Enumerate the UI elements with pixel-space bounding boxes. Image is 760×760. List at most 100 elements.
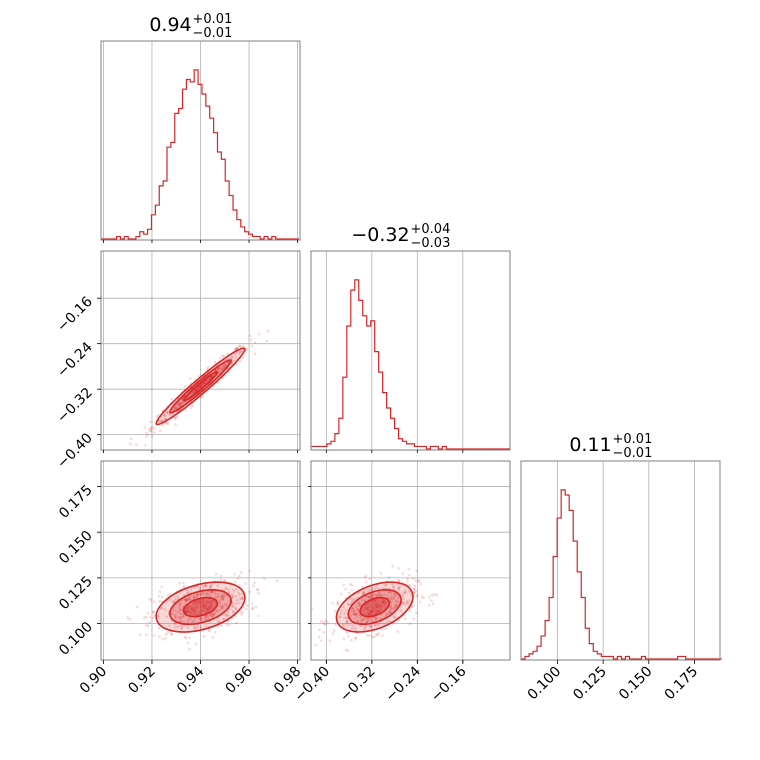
sample-point [223, 579, 227, 583]
sample-point [221, 605, 224, 609]
sample-point [198, 586, 201, 590]
sample-point [228, 599, 231, 603]
sample-point [392, 615, 395, 619]
sample-point [149, 429, 152, 433]
sample-point [339, 612, 343, 616]
sample-point [165, 411, 169, 415]
sample-point [184, 598, 188, 602]
sample-point [356, 607, 360, 611]
sample-point [342, 616, 346, 620]
sample-point [207, 628, 211, 631]
sample-point [188, 611, 192, 614]
sample-point [197, 610, 201, 614]
sample-point [160, 606, 163, 610]
sample-point [361, 618, 365, 622]
sample-point [411, 604, 414, 607]
sample-point [250, 344, 254, 348]
sample-point [396, 630, 400, 633]
panel-0-2-content [126, 569, 279, 660]
sample-point [197, 386, 201, 390]
sample-point [178, 609, 182, 612]
sample-point [428, 595, 431, 599]
sample-point [207, 607, 211, 610]
sample-point [159, 607, 163, 610]
sample-point [200, 602, 204, 606]
sample-point [411, 605, 414, 609]
sample-point [377, 591, 380, 595]
sample-point [367, 613, 370, 617]
sample-point [157, 594, 161, 598]
sample-point [238, 352, 241, 356]
sample-point [199, 606, 202, 609]
sample-point [357, 602, 361, 606]
sample-point [389, 590, 392, 594]
x-tick-label-2-0: 0.100 [525, 664, 565, 704]
sample-point [389, 591, 392, 595]
sample-point [370, 606, 374, 609]
sample-point [253, 581, 256, 585]
sample-point [225, 587, 228, 591]
sample-point [181, 397, 184, 401]
sample-point [374, 633, 378, 636]
sample-point [226, 610, 230, 614]
sample-point [148, 428, 151, 431]
sample-point [190, 607, 194, 611]
sample-point [363, 626, 366, 630]
sample-point [212, 613, 215, 617]
sample-point [389, 605, 393, 609]
sample-point [173, 622, 176, 626]
sample-point [183, 598, 187, 602]
sample-point [205, 608, 209, 611]
sample-point [368, 612, 371, 615]
sample-point [222, 617, 225, 621]
sample-point [163, 417, 166, 421]
sample-point [345, 621, 349, 624]
sample-point [234, 602, 238, 606]
sample-point [189, 612, 193, 615]
sample-point [179, 403, 183, 407]
sample-point [242, 344, 245, 348]
sample-point [165, 615, 169, 619]
sample-point [324, 619, 327, 623]
sample-point [186, 608, 189, 612]
sample-point [231, 359, 235, 362]
sample-point [391, 582, 394, 586]
sample-point [183, 597, 187, 601]
sample-point [178, 581, 181, 585]
sample-point [373, 593, 377, 597]
sample-point [134, 443, 138, 446]
sample-point [378, 604, 382, 607]
sample-point [203, 616, 207, 620]
sample-point [232, 590, 236, 593]
sample-point [162, 414, 166, 417]
sample-point [364, 598, 367, 602]
sample-point [195, 600, 198, 604]
sample-point [378, 610, 382, 613]
sample-point [389, 611, 392, 614]
sample-point [223, 364, 226, 367]
sample-point [374, 586, 378, 589]
sample-point [215, 595, 219, 598]
sample-point [374, 598, 377, 602]
sample-point [203, 603, 206, 607]
sample-point [378, 590, 382, 594]
hist-panel-0: 0.94 +0.01−0.01 [100, 12, 301, 241]
sample-point [368, 589, 372, 593]
sample-point [204, 624, 208, 627]
sample-point [356, 615, 359, 618]
sample-point [370, 610, 374, 613]
sample-point [179, 600, 183, 603]
sample-point [207, 593, 211, 597]
sample-point [323, 623, 326, 626]
sample-point [368, 596, 372, 599]
sample-point [185, 597, 189, 601]
sample-point [381, 600, 384, 604]
sample-point [145, 435, 148, 438]
sample-point [179, 608, 182, 611]
sample-point [179, 603, 182, 606]
sample-point [372, 606, 375, 610]
sample-point [378, 621, 381, 625]
sample-point [190, 605, 194, 609]
sample-point [222, 365, 225, 368]
sample-point [162, 413, 166, 417]
